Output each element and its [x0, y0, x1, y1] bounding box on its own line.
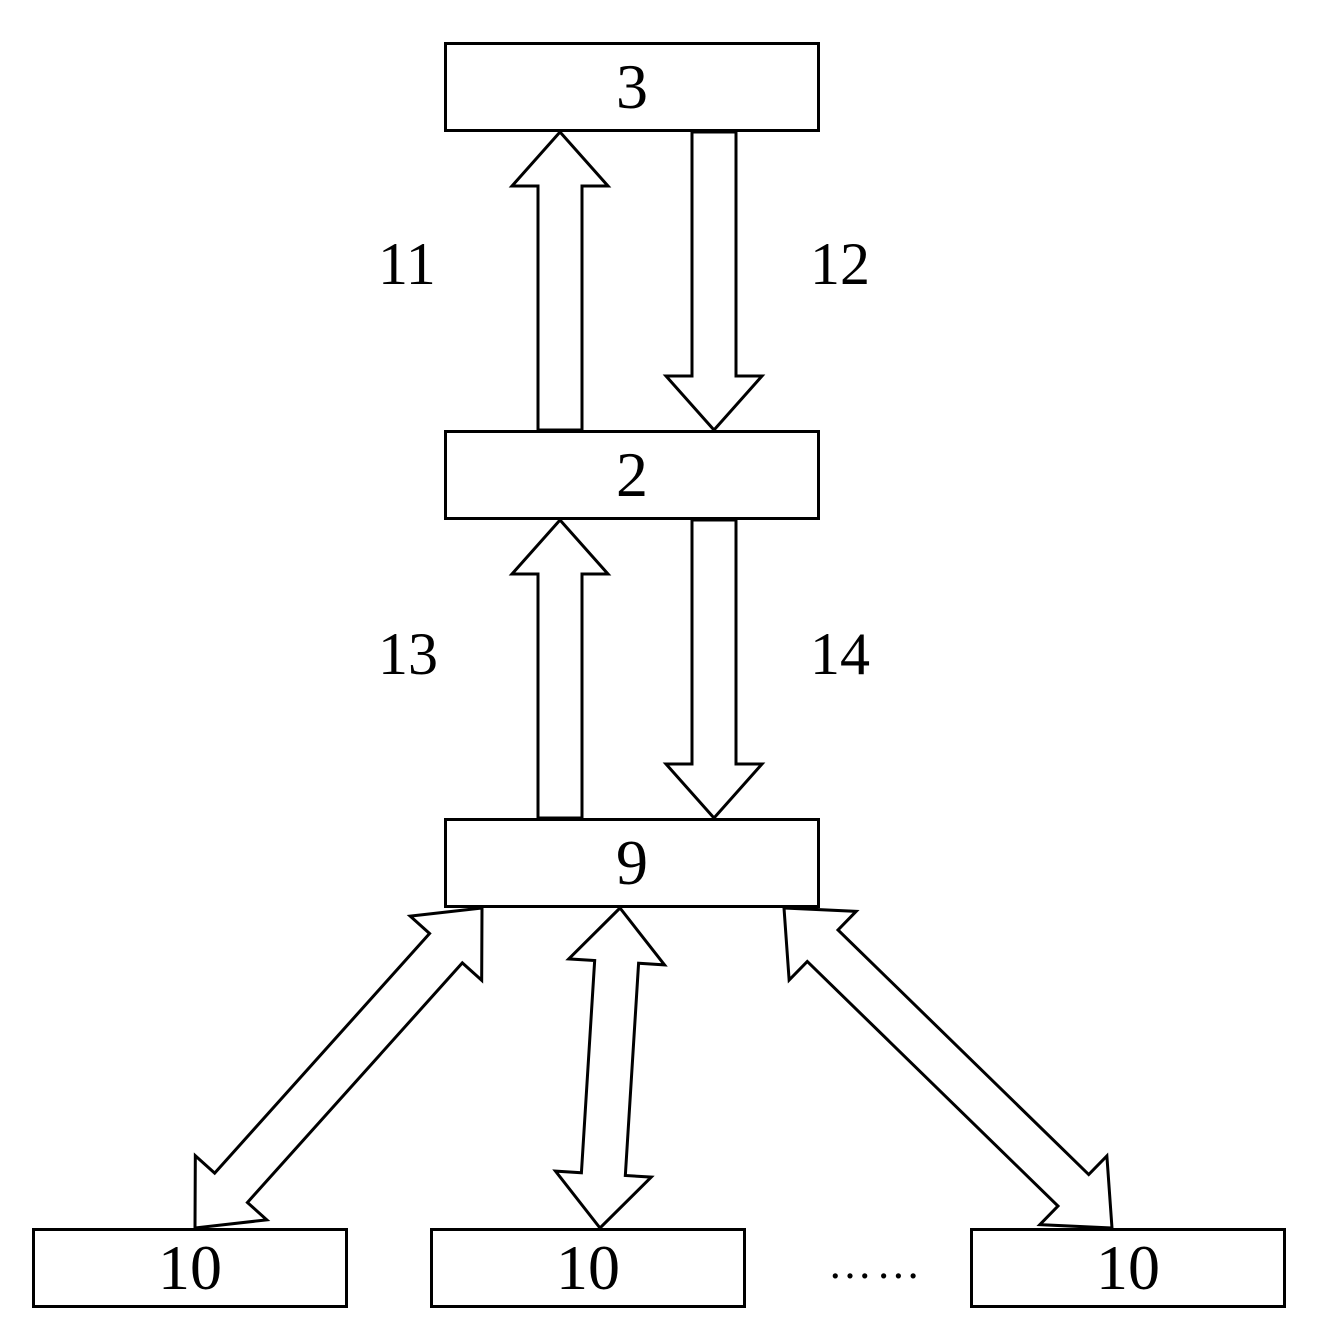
arrows-layer [0, 0, 1332, 1334]
arrow-9-to-10a [195, 908, 482, 1228]
arrow-14 [666, 520, 762, 818]
arrow-9-to-10b [555, 908, 664, 1228]
arrow-11 [512, 132, 608, 430]
arrow-13 [512, 520, 608, 818]
arrow-9-to-10c [784, 908, 1112, 1228]
diagram-canvas: 3 2 9 10 10 10 11 12 13 14 …… [0, 0, 1332, 1334]
arrow-12 [666, 132, 762, 430]
